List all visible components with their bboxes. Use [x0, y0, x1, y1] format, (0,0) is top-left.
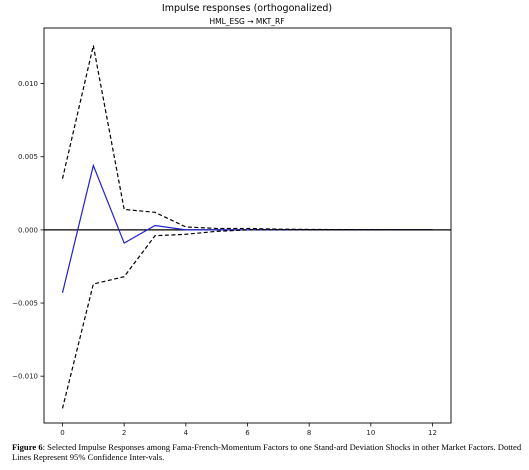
y-tick-label: 0.000	[18, 226, 38, 234]
y-tick-label: 0.005	[18, 153, 38, 161]
chart-subtitle: HML_ESG → MKT_RF	[209, 17, 284, 26]
y-tick-label: −0.005	[12, 300, 38, 308]
x-tick-label: 2	[122, 429, 126, 437]
x-tick-label: 0	[60, 429, 64, 437]
x-tick-label: 6	[245, 429, 250, 437]
figure-caption: Figure 6: Selected Impulse Responses amo…	[12, 442, 522, 462]
caption-label: Figure 6	[12, 442, 43, 452]
x-tick-label: 10	[366, 429, 375, 437]
series-upper-band	[61, 45, 433, 231]
x-tick-label: 4	[184, 429, 189, 437]
plot-frame	[43, 27, 452, 424]
x-tick-label: 8	[307, 429, 311, 437]
chart-title: Impulse responses (orthogonalized)	[162, 3, 332, 14]
series-response	[61, 163, 433, 293]
impulse-response-chart: Impulse responses (orthogonalized) HML_E…	[12, 3, 452, 437]
y-tick-label: −0.010	[12, 373, 38, 381]
caption-text: : Selected Impulse Responses among Fama-…	[12, 442, 522, 462]
x-tick-label: 12	[428, 429, 437, 437]
plot-area: 0 2 4 6 8 10 12 −0.010 −0.005 0.000 0.005 0.010	[12, 27, 452, 437]
y-tick-label: 0.010	[18, 80, 38, 88]
series-lower-band	[61, 229, 433, 409]
